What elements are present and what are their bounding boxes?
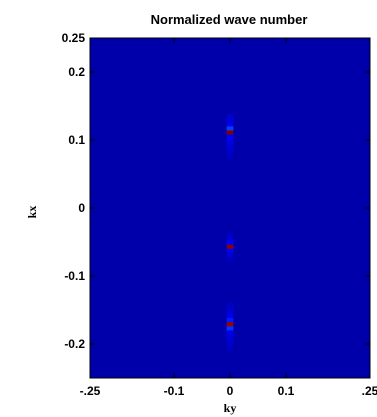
heatmap-cell (226, 305, 234, 311)
heatmap-cell (226, 130, 234, 136)
y-axis-label: kx (25, 206, 39, 219)
heatmap-cell (226, 126, 234, 131)
heatmap-cell (226, 248, 234, 254)
x-axis: -.25 -0.1 0 0.1 .25 (80, 38, 377, 398)
heatmap-cell (226, 310, 234, 315)
plot-area (89, 37, 371, 379)
heatmap-cell (226, 338, 234, 344)
heatmap-cell (226, 146, 234, 152)
heatmap-cell (226, 236, 234, 242)
heatmap-cell (226, 150, 234, 156)
heatmap-cell (226, 142, 234, 148)
heatmap-cell (226, 342, 234, 348)
heatmap-cell (226, 346, 234, 352)
y-tick-label: 0.2 (68, 65, 85, 79)
heatmap-cell (226, 138, 234, 144)
heatmap-cell (226, 314, 234, 319)
heatmap-cells (226, 114, 234, 352)
heatmap-cell (226, 256, 234, 262)
x-tick-label: .25 (362, 384, 377, 398)
heatmap-cell (226, 232, 234, 238)
heatmap-cell (226, 134, 234, 140)
x-axis-label: ky (224, 401, 237, 415)
chart-title: Normalized wave number (151, 12, 308, 27)
x-tick-label: -.25 (80, 384, 101, 398)
y-tick-label: 0.25 (62, 31, 86, 45)
heatmap-cell (226, 122, 234, 127)
heatmap-cell (226, 252, 234, 258)
x-tick-label: -0.1 (164, 384, 185, 398)
y-tick-label: 0 (78, 201, 85, 215)
heatmap-cell (226, 240, 234, 246)
x-tick-label: 0.1 (278, 384, 295, 398)
x-tick-label: 0 (227, 384, 234, 398)
heatmap-cell (226, 114, 234, 119)
y-tick-label: -0.1 (64, 269, 85, 283)
heatmap-cell (226, 326, 234, 331)
y-tick-label: 0.1 (68, 133, 85, 147)
heatmap-cell (226, 334, 234, 340)
y-tick-label: -0.2 (64, 337, 85, 351)
heatmap-cell (226, 318, 234, 323)
heatmap-cell (226, 322, 234, 327)
heatmap-cell (226, 154, 234, 160)
y-axis: 0.25 0.2 0.1 0 -0.1 -0.2 (62, 31, 370, 351)
heatmap-cell (226, 301, 234, 307)
heatmap-cell (226, 118, 234, 123)
heatmap-cell (226, 330, 234, 335)
heatmap-cell (226, 244, 234, 250)
